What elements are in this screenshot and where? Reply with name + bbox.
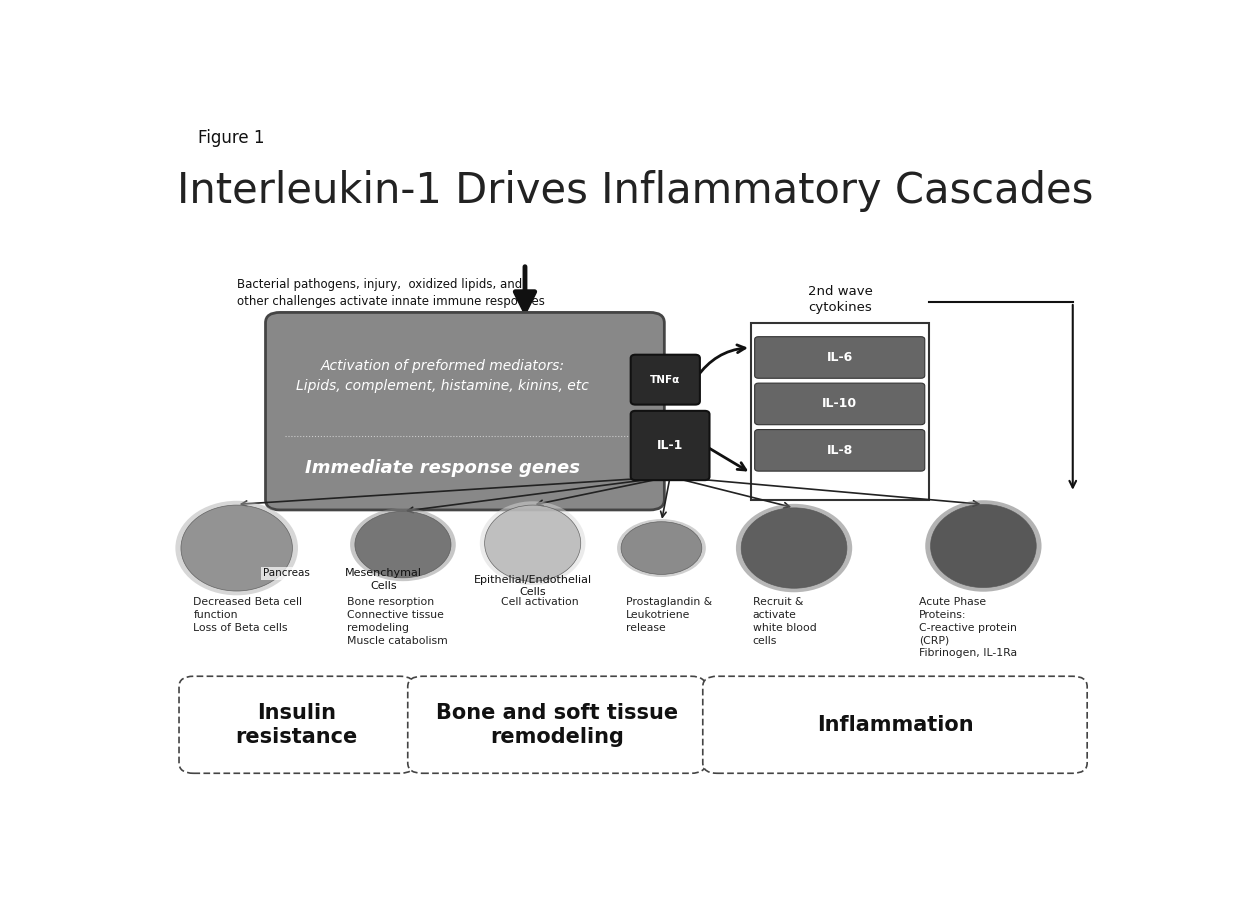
FancyBboxPatch shape bbox=[265, 312, 665, 510]
Text: Pancreas: Pancreas bbox=[263, 568, 310, 578]
Text: Cell activation: Cell activation bbox=[501, 598, 579, 608]
Text: IL-1: IL-1 bbox=[657, 439, 683, 452]
Text: Bone resorption
Connective tissue
remodeling
Muscle catabolism: Bone resorption Connective tissue remode… bbox=[347, 598, 448, 645]
Ellipse shape bbox=[742, 508, 847, 589]
Text: Interleukin-1 Drives Inflammatory Cascades: Interleukin-1 Drives Inflammatory Cascad… bbox=[177, 170, 1094, 212]
Text: Figure 1: Figure 1 bbox=[198, 129, 265, 147]
Bar bbox=[751, 323, 929, 500]
FancyBboxPatch shape bbox=[631, 410, 709, 480]
Text: Activation of preformed mediators:
Lipids, complement, histamine, kinins, etc: Activation of preformed mediators: Lipid… bbox=[296, 359, 589, 392]
Ellipse shape bbox=[485, 505, 580, 581]
FancyBboxPatch shape bbox=[408, 676, 706, 773]
FancyBboxPatch shape bbox=[631, 355, 699, 405]
FancyBboxPatch shape bbox=[755, 429, 925, 471]
Ellipse shape bbox=[930, 504, 1037, 588]
Ellipse shape bbox=[350, 508, 456, 581]
Ellipse shape bbox=[618, 519, 706, 577]
Text: Bone and soft tissue
remodeling: Bone and soft tissue remodeling bbox=[435, 703, 678, 747]
Text: Inflammation: Inflammation bbox=[817, 715, 973, 734]
Text: 2nd wave
cytokines: 2nd wave cytokines bbox=[807, 284, 873, 314]
FancyBboxPatch shape bbox=[755, 383, 925, 425]
Text: Insulin
resistance: Insulin resistance bbox=[236, 703, 358, 747]
FancyBboxPatch shape bbox=[179, 676, 414, 773]
Ellipse shape bbox=[735, 504, 852, 592]
Text: Mesenchymal
Cells: Mesenchymal Cells bbox=[345, 568, 422, 590]
Ellipse shape bbox=[175, 500, 298, 595]
Text: Immediate response genes: Immediate response genes bbox=[305, 459, 580, 477]
Text: Prostaglandin &
Leukotriene
release: Prostaglandin & Leukotriene release bbox=[626, 598, 712, 633]
Text: TNFα: TNFα bbox=[650, 374, 681, 384]
Text: Decreased Beta cell
function
Loss of Beta cells: Decreased Beta cell function Loss of Bet… bbox=[193, 598, 303, 633]
Text: IL-6: IL-6 bbox=[827, 351, 853, 364]
Text: Recruit &
activate
white blood
cells: Recruit & activate white blood cells bbox=[753, 598, 816, 645]
Ellipse shape bbox=[621, 522, 702, 574]
Text: Bacterial pathogens, injury,  oxidized lipids, and
other challenges activate inn: Bacterial pathogens, injury, oxidized li… bbox=[237, 278, 544, 309]
Text: Epithelial/Endothelial
Cells: Epithelial/Endothelial Cells bbox=[474, 575, 591, 598]
Ellipse shape bbox=[355, 511, 451, 578]
FancyBboxPatch shape bbox=[703, 676, 1087, 773]
Text: Acute Phase
Proteins:
C-reactive protein
(CRP)
Fibrinogen, IL-1Ra: Acute Phase Proteins: C-reactive protein… bbox=[919, 598, 1017, 659]
Text: IL-8: IL-8 bbox=[827, 444, 853, 457]
Text: IL-10: IL-10 bbox=[822, 398, 857, 410]
Ellipse shape bbox=[480, 501, 585, 585]
Ellipse shape bbox=[925, 500, 1042, 591]
FancyBboxPatch shape bbox=[755, 337, 925, 378]
Ellipse shape bbox=[181, 505, 293, 591]
